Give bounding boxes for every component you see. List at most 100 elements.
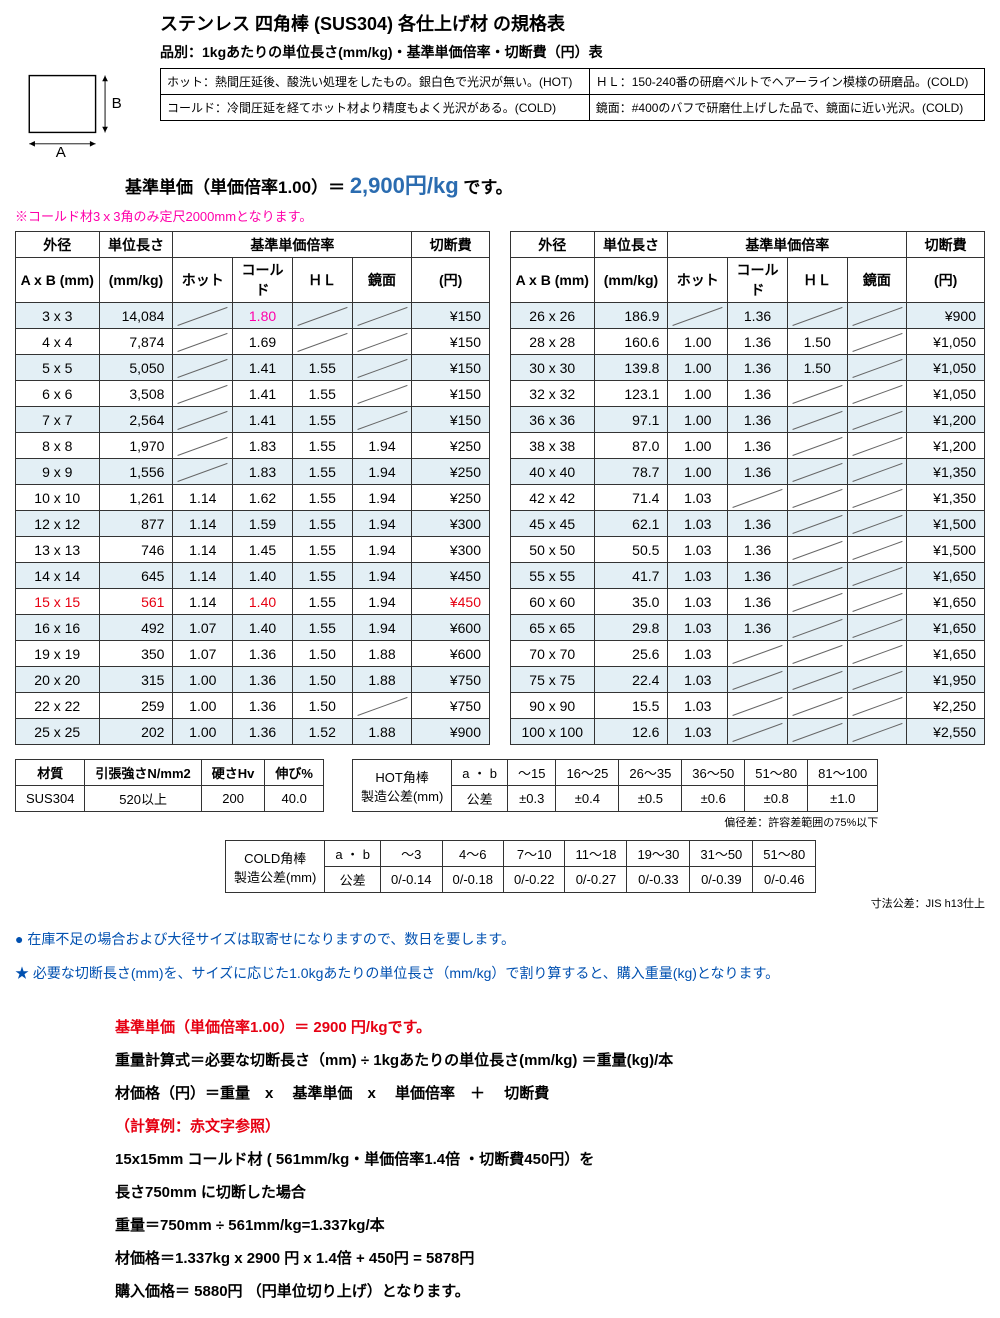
table-cell: 1.03 <box>668 589 728 615</box>
table-cell <box>668 303 728 329</box>
table-cell <box>728 693 788 719</box>
table-cell <box>787 693 847 719</box>
table-cell <box>728 667 788 693</box>
table-cell: 1.55 <box>292 407 352 433</box>
calc-note: ★ 必要な切断長さ(mm)を、サイズに応じた1.0kgあたりの単位長さ（mm/k… <box>15 963 985 983</box>
table-row: 12 x 128771.141.591.551.94¥300 <box>16 511 490 537</box>
table-cell: 12.6 <box>594 719 668 745</box>
table-row: 14 x 146451.141.401.551.94¥450 <box>16 563 490 589</box>
table-cell: 1.94 <box>352 615 412 641</box>
table-cell: 1.50 <box>292 641 352 667</box>
table-cell <box>847 667 907 693</box>
table-cell <box>173 355 233 381</box>
table-cell <box>352 303 412 329</box>
table-cell: 1.00 <box>173 693 233 719</box>
table-cell <box>847 641 907 667</box>
table-row: 13 x 137461.141.451.551.94¥300 <box>16 537 490 563</box>
table-cell <box>847 693 907 719</box>
table-cell: 5,050 <box>99 355 173 381</box>
table-cell: 645 <box>99 563 173 589</box>
table-cell: 26 x 26 <box>511 303 595 329</box>
table-cell: 25.6 <box>594 641 668 667</box>
table-cell <box>173 303 233 329</box>
table-cell <box>847 615 907 641</box>
table-cell: 1.14 <box>173 537 233 563</box>
table-cell <box>847 407 907 433</box>
table-cell: 1.40 <box>233 563 293 589</box>
table-cell: 2,564 <box>99 407 173 433</box>
table-cell: 9 x 9 <box>16 459 100 485</box>
hot-tolerance-table: HOT角棒製造公差(mm)a ・ b〜1516〜2526〜3536〜5051〜8… <box>352 759 878 812</box>
table-cell <box>787 641 847 667</box>
table-cell: 5 x 5 <box>16 355 100 381</box>
table-cell: 45 x 45 <box>511 511 595 537</box>
table-cell: 1.55 <box>292 511 352 537</box>
table-cell: ¥750 <box>412 693 490 719</box>
table-cell: 3,508 <box>99 381 173 407</box>
table-cell: ¥450 <box>412 563 490 589</box>
table-cell: 1.50 <box>787 355 847 381</box>
table-cell: ¥1,650 <box>907 641 985 667</box>
table-cell: 1.55 <box>292 459 352 485</box>
table-cell <box>352 381 412 407</box>
table-cell: 12 x 12 <box>16 511 100 537</box>
table-cell <box>292 303 352 329</box>
table-row: 25 x 252021.001.361.521.88¥900 <box>16 719 490 745</box>
table-cell <box>787 459 847 485</box>
table-cell: 561 <box>99 589 173 615</box>
table-cell: 1.50 <box>292 693 352 719</box>
table-cell <box>352 329 412 355</box>
table-cell: 19 x 19 <box>16 641 100 667</box>
table-cell: 1.55 <box>292 485 352 511</box>
table-cell <box>787 615 847 641</box>
table-cell: 20 x 20 <box>16 667 100 693</box>
table-cell <box>352 355 412 381</box>
table-cell: 1.83 <box>233 433 293 459</box>
table-cell: 32 x 32 <box>511 381 595 407</box>
table-cell: ¥1,200 <box>907 433 985 459</box>
cross-section-diagram: B A <box>15 68 125 158</box>
table-cell: 1.88 <box>352 667 412 693</box>
table-cell: 1.00 <box>668 459 728 485</box>
table-cell: 1.03 <box>668 719 728 745</box>
table-row: 16 x 164921.071.401.551.94¥600 <box>16 615 490 641</box>
table-row: 15 x 155611.141.401.551.94¥450 <box>16 589 490 615</box>
finish-description-table: ホット：熱間圧延後、酸洗い処理をしたもの。銀白色で光沢が無い。(HOT)ＨＬ：1… <box>160 68 985 121</box>
table-cell: 50 x 50 <box>511 537 595 563</box>
cold-tolerance-table: COLD角棒製造公差(mm)a ・ b〜34〜67〜1011〜1819〜3031… <box>225 840 816 893</box>
table-cell: 1.07 <box>173 615 233 641</box>
table-cell <box>787 667 847 693</box>
table-cell <box>173 433 233 459</box>
table-row: 9 x 91,5561.831.551.94¥250 <box>16 459 490 485</box>
table-cell: 1.36 <box>233 719 293 745</box>
table-cell: ¥300 <box>412 511 490 537</box>
table-cell: ¥2,550 <box>907 719 985 745</box>
table-cell: 1.36 <box>728 615 788 641</box>
table-cell <box>292 329 352 355</box>
table-cell: 1.36 <box>728 511 788 537</box>
table-cell: ¥450 <box>412 589 490 615</box>
table-cell: 8 x 8 <box>16 433 100 459</box>
table-cell: 1.36 <box>233 641 293 667</box>
table-row: 10 x 101,2611.141.621.551.94¥250 <box>16 485 490 511</box>
table-cell: 1.88 <box>352 719 412 745</box>
table-cell: 1.03 <box>668 511 728 537</box>
table-row: 30 x 30139.81.001.361.50¥1,050 <box>511 355 985 381</box>
table-cell: 87.0 <box>594 433 668 459</box>
table-cell: 1.94 <box>352 511 412 537</box>
table-row: 55 x 5541.71.031.36¥1,650 <box>511 563 985 589</box>
table-row: 7 x 72,5641.411.55¥150 <box>16 407 490 433</box>
table-cell: 1.88 <box>352 641 412 667</box>
table-row: 60 x 6035.01.031.36¥1,650 <box>511 589 985 615</box>
table-cell: 1.94 <box>352 459 412 485</box>
table-cell: 10 x 10 <box>16 485 100 511</box>
table-row: 3 x 314,0841.80¥150 <box>16 303 490 329</box>
table-cell: 100 x 100 <box>511 719 595 745</box>
table-cell: 40 x 40 <box>511 459 595 485</box>
stock-note: ● 在庫不足の場合および大径サイズは取寄せになりますので、数日を要します。 <box>15 929 985 949</box>
page-title: ステンレス 四角棒 (SUS304) 各仕上げ材 の規格表 <box>160 10 985 36</box>
table-cell: 1.55 <box>292 381 352 407</box>
table-cell: 42 x 42 <box>511 485 595 511</box>
table-cell: 28 x 28 <box>511 329 595 355</box>
table-row: 32 x 32123.11.001.36¥1,050 <box>511 381 985 407</box>
